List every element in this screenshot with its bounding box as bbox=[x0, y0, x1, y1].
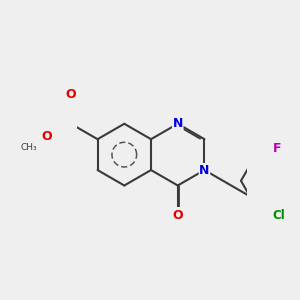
Text: Cl: Cl bbox=[273, 209, 285, 222]
Text: O: O bbox=[172, 209, 183, 222]
Text: N: N bbox=[199, 164, 210, 177]
Text: O: O bbox=[41, 130, 52, 143]
Text: N: N bbox=[172, 117, 183, 130]
Text: CH₃: CH₃ bbox=[20, 143, 37, 152]
Text: F: F bbox=[273, 142, 282, 155]
Text: O: O bbox=[65, 88, 76, 101]
